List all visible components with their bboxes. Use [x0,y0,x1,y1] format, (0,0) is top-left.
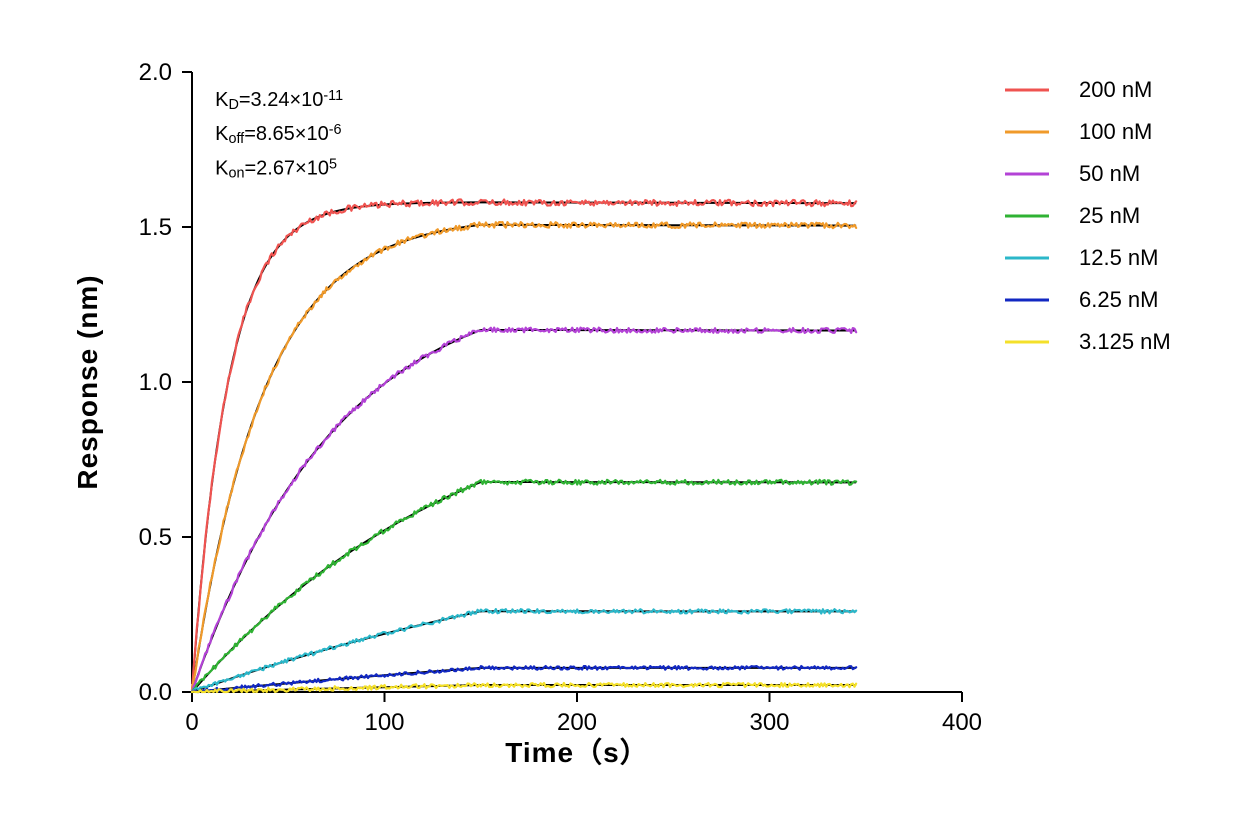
legend-label: 100 nM [1079,119,1152,144]
kinetics-annotation: KD=3.24×10-11 [215,89,343,113]
y-axis-title: Response (nm) [72,274,103,489]
x-tick-label: 100 [364,709,404,736]
legend-label: 12.5 nM [1079,245,1159,270]
chart-svg: 0 100 200 300 400 0.0 0.5 1.0 1.5 2.0 Time（s） Respo… [0,0,1253,825]
series-curve [192,222,856,690]
kinetics-sensorgram-chart: 0 100 200 300 400 0.0 0.5 1.0 1.5 2.0 Time（s） Respo… [0,0,1253,825]
series-curve [192,199,856,690]
fit-curve [192,225,856,692]
legend-label: 200 nM [1079,77,1152,102]
y-tick-label: 1.5 [139,214,172,241]
legend-label: 3.125 nM [1079,329,1171,354]
fit-curve [192,611,856,692]
x-axis-title: Time（s） [505,736,648,768]
series-curve [192,328,856,692]
data-curves [192,199,856,692]
legend-label: 50 nM [1079,161,1140,186]
y-tick-label: 2.0 [139,59,172,86]
x-tick-label: 400 [942,709,982,736]
fit-curve [192,202,856,692]
kinetics-annotation: Kon=2.67×105 [215,157,337,181]
legend-label: 25 nM [1079,203,1140,228]
kinetics-annotation: Koff=8.65×10-6 [215,123,341,147]
x-tick-label: 0 [185,709,198,736]
fit-curves [192,202,856,692]
y-tick-label: 0.0 [139,679,172,706]
x-tick-label: 200 [557,709,597,736]
legend-label: 6.25 nM [1079,287,1159,312]
y-tick-label: 1.0 [139,369,172,396]
y-tick-label: 0.5 [139,524,172,551]
x-tick-label: 300 [749,709,789,736]
fit-curve [192,330,856,692]
series-curve [192,609,856,692]
